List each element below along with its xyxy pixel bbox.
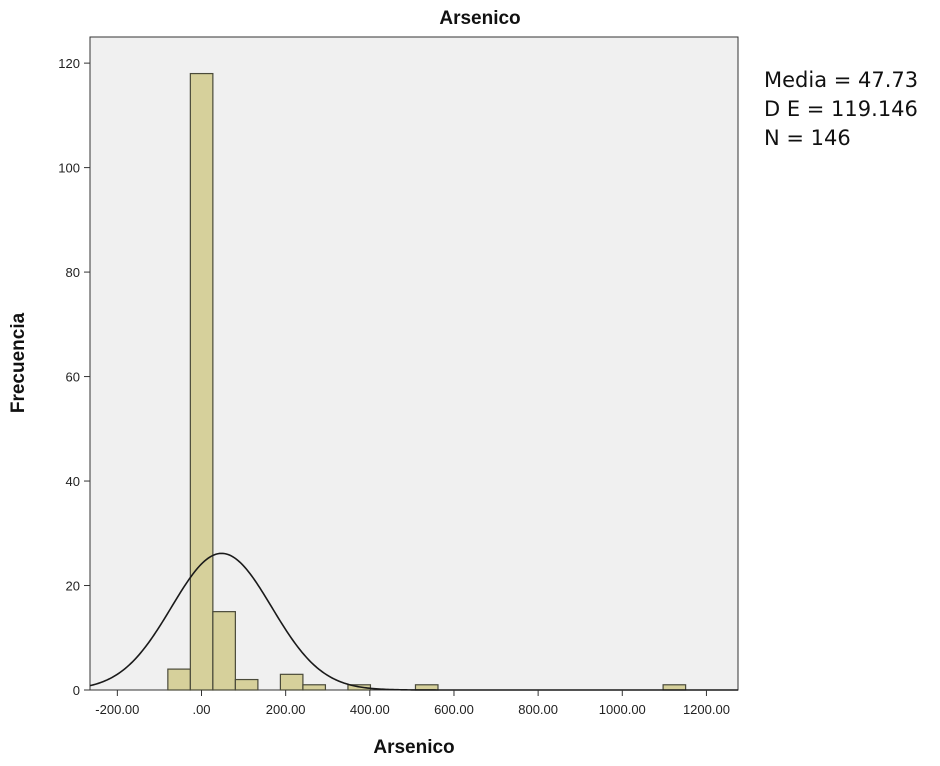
y-tick-label: 80: [66, 265, 80, 280]
histogram-bar: [279, 673, 304, 691]
x-tick-label: 400.00: [350, 702, 390, 717]
histogram-bar: [167, 668, 191, 691]
chart-title: Arsenico: [439, 8, 520, 29]
y-axis: 0 20 40 60 80 100 120: [58, 56, 90, 698]
histogram-bars: [167, 72, 687, 691]
histogram-bar: [189, 72, 214, 691]
stat-sd: D E = 119.146: [764, 97, 918, 121]
x-tick-label: -200.00: [95, 702, 139, 717]
y-tick-label: 0: [73, 683, 80, 698]
x-tick-label: 1200.00: [683, 702, 730, 717]
x-tick-label: 1000.00: [599, 702, 646, 717]
normal-curve: [89, 552, 738, 691]
histogram-bar: [234, 678, 259, 691]
x-tick-label: 800.00: [518, 702, 558, 717]
x-tick-label: 200.00: [266, 702, 306, 717]
stat-mean: Media = 47.73: [764, 68, 919, 92]
x-axis: -200.00 .00 200.00 400.00 600.00 800.00 1000.0…: [95, 690, 730, 717]
histogram-chart: Arsenico 0 20 40 60 80 100 120 -200.00 .00 200.0…: [8, 8, 739, 758]
stat-n: N = 146: [764, 126, 851, 150]
histogram-bar: [302, 684, 327, 691]
y-tick-label: 100: [58, 161, 80, 176]
x-tick-label: 600.00: [434, 702, 474, 717]
x-axis-label: Arsenico: [373, 737, 454, 758]
plot-area: [89, 36, 739, 691]
y-tick-label: 120: [58, 56, 80, 71]
y-axis-label: Frecuencia: [8, 312, 29, 413]
y-tick-label: 60: [66, 370, 80, 385]
y-tick-label: 40: [66, 474, 80, 489]
x-tick-label: .00: [192, 702, 210, 717]
summary-stats: Media = 47.73 D E = 119.146 N = 146: [764, 66, 918, 153]
histogram-bar: [212, 611, 236, 691]
y-tick-label: 20: [66, 579, 80, 594]
